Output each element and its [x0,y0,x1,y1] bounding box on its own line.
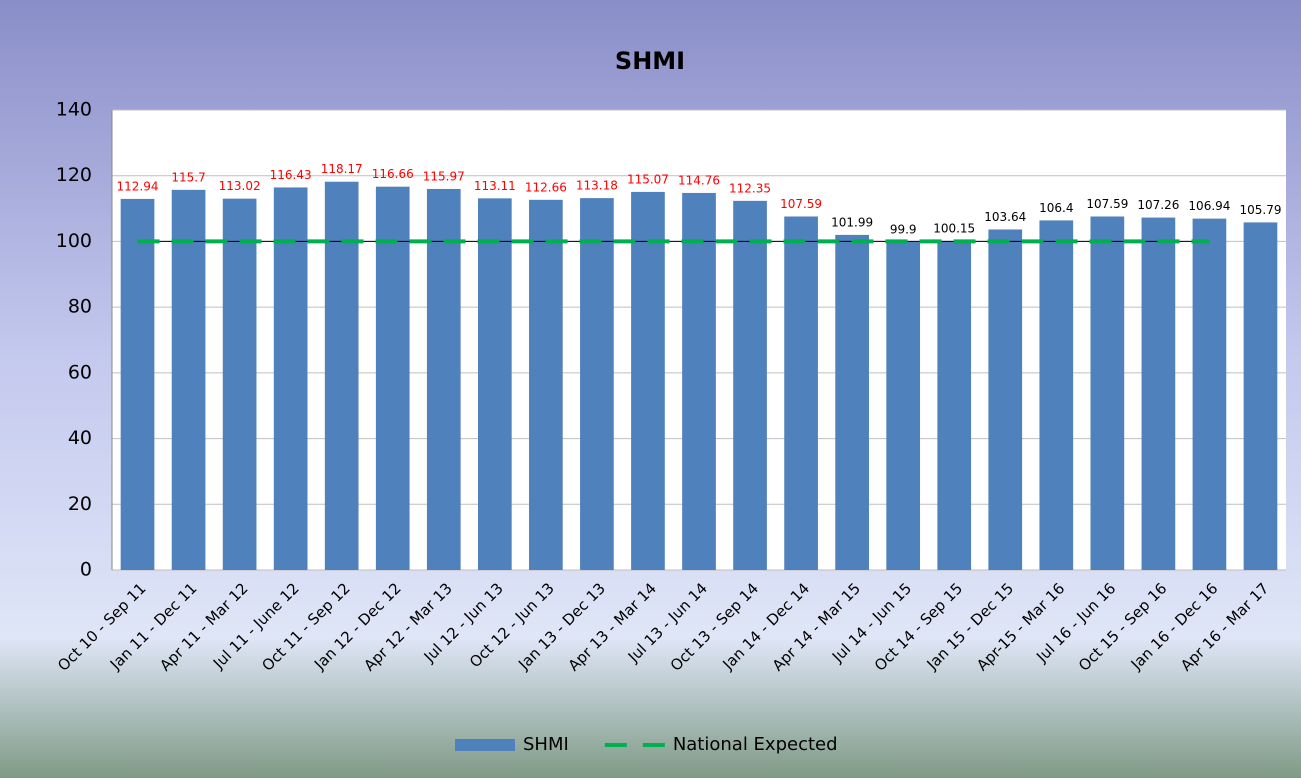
value-label: 103.64 [984,210,1026,224]
y-tick-label: 80 [68,296,92,318]
bar [988,229,1023,570]
y-tick-label: 100 [56,230,92,252]
bar [273,187,308,571]
value-label: 118.17 [321,162,363,176]
value-label: 115.7 [171,170,205,184]
bar [120,198,155,570]
value-label: 100.15 [933,221,975,235]
value-label: 112.94 [117,179,159,193]
y-tick-label: 0 [80,559,92,581]
bar [784,216,818,571]
value-label: 99.9 [890,222,917,236]
value-label: 116.43 [270,168,312,182]
bar [324,181,359,570]
value-label: 105.79 [1239,203,1281,217]
bar [886,241,921,570]
bar [580,198,614,570]
value-label: 107.59 [780,197,822,211]
bar [529,199,563,570]
bar [682,192,716,570]
value-label: 116.66 [372,167,414,181]
bar [733,200,767,570]
value-label: 106.4 [1039,201,1073,215]
value-label: 112.66 [525,180,567,194]
y-tick-label: 20 [68,493,92,515]
bar [631,191,665,571]
value-label: 113.02 [219,179,261,193]
legend-swatch [455,739,515,751]
y-tick-label: 60 [68,361,92,383]
bar [937,240,972,570]
value-label: 115.97 [423,169,465,183]
bar [1039,220,1074,570]
value-label: 113.11 [474,179,516,193]
y-tick-label: 40 [68,427,92,449]
y-tick-label: 140 [56,99,92,121]
legend-label: SHMI [523,734,569,755]
value-label: 106.94 [1188,199,1230,213]
value-label: 112.35 [729,181,771,195]
y-tick-label: 120 [56,164,92,186]
bar [1141,217,1176,570]
value-label: 101.99 [831,215,873,229]
bar [835,234,869,570]
bar [1090,216,1125,571]
bar [375,186,410,570]
value-label: 107.59 [1086,197,1128,211]
bar [222,198,257,571]
value-label: 107.26 [1137,198,1179,212]
chart-title: SHMI [615,47,685,75]
bar [477,198,512,571]
value-label: 113.18 [576,179,618,193]
bar [1192,218,1227,570]
bar [1243,222,1278,570]
legend-label: National Expected [673,734,838,755]
value-label: 115.07 [627,172,669,186]
bar [171,189,206,571]
bar [426,188,461,570]
value-label: 114.76 [678,173,720,187]
